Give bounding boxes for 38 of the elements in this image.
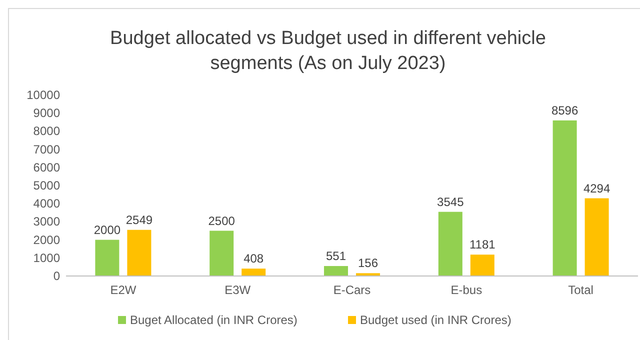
data-label: 1181 <box>469 238 496 252</box>
data-label: 4294 <box>583 181 610 196</box>
bar <box>127 230 152 276</box>
bar <box>470 254 494 276</box>
bar <box>95 240 120 276</box>
x-tick-label: E3W <box>224 283 252 297</box>
chart-title: Budget allocated vs Budget used in different vehicle segments (As on July 2023) <box>110 28 546 74</box>
y-tick-label: 1000 <box>33 250 60 265</box>
data-label: 2000 <box>94 222 121 237</box>
data-label: 156 <box>358 256 378 270</box>
y-tick-label: 0 <box>53 269 60 283</box>
y-tick-label: 9000 <box>33 106 60 120</box>
y-tick-label: 8000 <box>33 124 60 138</box>
data-label: 551 <box>326 249 346 264</box>
x-tick-label: E-bus <box>450 283 482 297</box>
data-label: 8596 <box>551 103 578 118</box>
x-tick-label: E2W <box>110 283 137 297</box>
y-tick-label: 4000 <box>33 196 60 211</box>
bar <box>438 212 462 276</box>
bar <box>210 230 234 276</box>
bar <box>584 198 609 276</box>
data-label: 2500 <box>208 214 236 228</box>
bar <box>324 266 348 276</box>
bar <box>552 120 577 276</box>
data-label: 408 <box>244 252 264 266</box>
x-tick-label: E-Cars <box>333 283 371 297</box>
data-label: 3545 <box>437 194 464 209</box>
x-tick-label: Total <box>568 283 594 297</box>
y-tick-label: 10000 <box>26 88 60 102</box>
y-tick-label: 6000 <box>33 160 60 174</box>
bar <box>242 268 266 276</box>
legend-label: Buget Allocated (in INR Crores) <box>130 313 298 327</box>
y-tick-label: 5000 <box>33 178 60 192</box>
data-label: 2549 <box>126 212 153 227</box>
y-tick-label: 7000 <box>33 142 60 156</box>
y-tick-label: 2000 <box>33 232 60 247</box>
y-tick-label: 3000 <box>33 214 60 229</box>
legend-label: Budget used (in INR Crores) <box>360 313 512 327</box>
